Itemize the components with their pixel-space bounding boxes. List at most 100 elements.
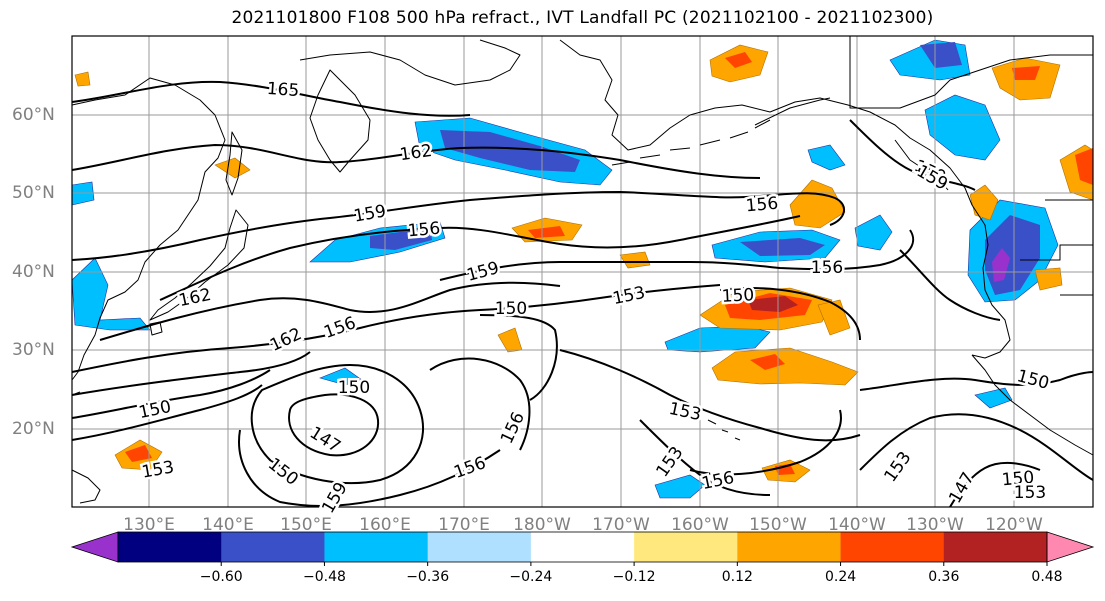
- coast-mexico: [971, 354, 1094, 456]
- contour-label: 165: [266, 79, 300, 101]
- contour-label: 156: [407, 219, 441, 242]
- contour-label: 153: [653, 443, 688, 481]
- colorbar-extend-high: [1046, 531, 1095, 563]
- contour-label: 156: [321, 313, 358, 343]
- coast-canada-arctic: [849, 36, 1093, 109]
- colorbar-segment: [221, 532, 325, 562]
- colorbar-tick-label: −0.36: [406, 569, 449, 585]
- contour-156-north: [159, 215, 801, 301]
- shaded-field: [71, 39, 1094, 499]
- contour-label: 159: [352, 201, 387, 226]
- lat-label-60n: 60°N: [12, 105, 55, 125]
- contour-156-east: [689, 409, 842, 476]
- contour-label: 153: [667, 399, 703, 425]
- colorbar-frame: [117, 531, 1048, 563]
- colorbar-segment: [427, 532, 532, 562]
- colorbar-segment: [840, 532, 945, 562]
- pos-area-55n-140e: [214, 157, 251, 179]
- contour-150-west: [71, 369, 271, 419]
- lon-label-170w: 170°W: [592, 515, 650, 535]
- colorbar-tick-label: −0.24: [509, 569, 552, 585]
- pos-core-arctic-coast: [725, 52, 752, 68]
- lon-label-180w: 180°W: [513, 515, 571, 535]
- colorbar-tick-label: 0.12: [722, 569, 753, 585]
- coast-aleutians: [611, 119, 771, 166]
- map-title: 2021101800 F108 500 hPa refract., IVT La…: [231, 8, 934, 28]
- colorbar-tick-label: −0.60: [200, 569, 243, 585]
- contour-153-west: [71, 384, 263, 441]
- colorbar-segment: [324, 532, 429, 562]
- coast-japan-honshu: [149, 209, 249, 321]
- colorbar-tick-label: 0.48: [1031, 569, 1062, 585]
- pos-area-north-160e: [74, 71, 91, 87]
- contour-150-east: [859, 371, 1094, 391]
- lon-label-140w: 140°W: [828, 515, 886, 535]
- contour-159-north: [71, 191, 845, 261]
- colorbar: −0.60 −0.48 −0.36 −0.24 −0.12 0.12 0.24 0.36 0.4…: [70, 531, 1095, 585]
- neg-core-alaska-north: [920, 42, 962, 68]
- contour-label: 150: [1015, 366, 1052, 394]
- neg-area-50n-145w: [807, 144, 846, 171]
- colorbar-segment: [118, 532, 222, 562]
- contour-label: 150: [338, 378, 370, 398]
- coast-kamchatka: [309, 69, 371, 173]
- coast-bc-islands: [894, 139, 949, 191]
- pos-area-30n-175e: [497, 327, 523, 353]
- neg-area-gulf-alaska: [924, 94, 1001, 161]
- contour-label: 162: [399, 141, 434, 165]
- neg-area-18n-125w: [974, 387, 1013, 409]
- neg-area-japan: [71, 257, 151, 331]
- coast-hawaii: [707, 419, 741, 441]
- pos-area-40n-125w: [1034, 267, 1063, 291]
- lat-label-30n: 30°N: [12, 340, 55, 360]
- contour-label: 153: [1014, 483, 1046, 503]
- colorbar-tick-label: 0.36: [928, 569, 959, 585]
- colorbar-tick-label: 0.24: [825, 569, 856, 585]
- lat-label-40n: 40°N: [12, 262, 55, 282]
- lon-label-160e: 160°E: [359, 515, 411, 535]
- lon-label-150w: 150°W: [749, 515, 807, 535]
- coast-sakhalin: [225, 131, 243, 196]
- pos-deep-33n-150w: [748, 296, 798, 312]
- contour-lines: [71, 80, 1094, 508]
- pos-core-42n-175w: [528, 226, 565, 238]
- neg-core-kamchatka: [440, 130, 580, 172]
- pos-area-42n-160w: [619, 251, 651, 269]
- colorbar-tick-label: −0.12: [613, 569, 656, 585]
- lon-label-120w: 120°W: [985, 515, 1043, 535]
- pos-core-15n-130e: [125, 445, 152, 462]
- contour-150-east-mid: [719, 287, 861, 341]
- contour-147-east: [949, 462, 1041, 508]
- pos-area-25n-155w: [711, 347, 859, 386]
- lon-label-130w: 130°W: [906, 515, 964, 535]
- contour-label: 147: [945, 469, 979, 507]
- contour-147: [288, 393, 380, 457]
- contour-label: 153: [140, 457, 175, 482]
- colorbar-segment: [530, 532, 635, 562]
- pos-area-48n-145w: [789, 179, 846, 229]
- contour-label: 159: [465, 258, 502, 286]
- neg-core-40n-150w: [740, 238, 825, 256]
- contour-label: 150: [495, 299, 527, 319]
- colorbar-extend-low: [70, 531, 119, 563]
- contour-label: 156: [451, 453, 488, 483]
- lat-label-20n: 20°N: [12, 419, 55, 439]
- lon-label-140e: 140°E: [202, 515, 254, 535]
- contour-label: 147: [306, 423, 344, 457]
- contour-153-hawaii: [639, 419, 771, 496]
- contour-162: [71, 144, 761, 179]
- colorbar-segment: [943, 532, 1048, 562]
- contour-156-south: [238, 429, 501, 507]
- pos-area-coast-45n: [969, 184, 999, 221]
- pos-core-60n-130w: [1012, 66, 1040, 80]
- contour-label: 156: [745, 194, 779, 217]
- neg-area-13n-155w: [654, 474, 706, 499]
- contour-150-south: [429, 357, 531, 451]
- map-frame: [71, 35, 1094, 508]
- coast-alaska-pen: [754, 97, 831, 126]
- coastlines: [71, 36, 1094, 504]
- contour-label: 150: [721, 285, 754, 307]
- coast-philippines: [71, 469, 101, 504]
- lon-label-160w: 160°W: [671, 515, 729, 535]
